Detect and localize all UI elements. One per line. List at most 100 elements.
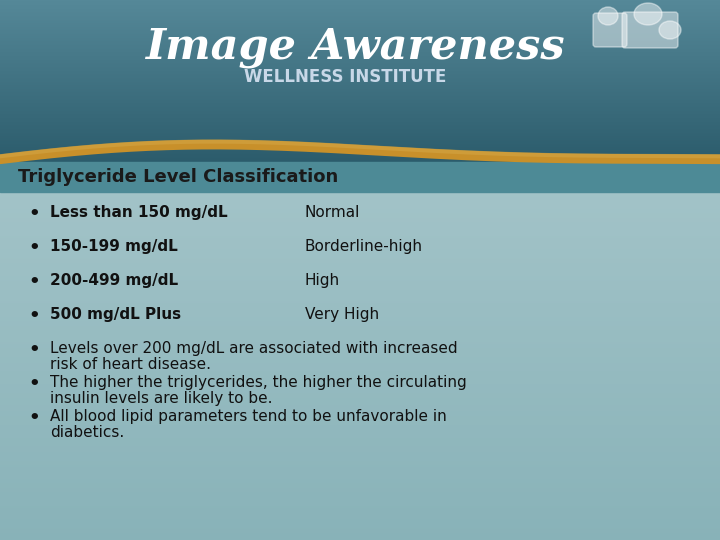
Bar bbox=[0, 452, 720, 453]
Bar bbox=[0, 85, 720, 86]
Bar bbox=[0, 66, 720, 67]
Bar bbox=[0, 160, 720, 161]
Bar bbox=[0, 102, 720, 103]
Bar bbox=[0, 192, 720, 193]
Bar bbox=[0, 486, 720, 487]
Bar bbox=[0, 462, 720, 463]
Bar bbox=[0, 20, 720, 21]
Bar bbox=[0, 502, 720, 503]
Bar bbox=[0, 370, 720, 371]
Bar bbox=[0, 34, 720, 35]
Bar bbox=[0, 364, 720, 365]
Bar bbox=[0, 6, 720, 7]
Bar bbox=[0, 173, 720, 174]
Bar bbox=[0, 78, 720, 79]
Bar bbox=[0, 261, 720, 262]
Bar bbox=[0, 219, 720, 220]
Bar bbox=[0, 487, 720, 488]
Bar bbox=[0, 376, 720, 377]
Bar bbox=[0, 129, 720, 130]
Bar bbox=[0, 2, 720, 3]
Bar bbox=[0, 161, 720, 162]
Bar bbox=[0, 168, 720, 169]
Text: Levels over 200 mg/dL are associated with increased: Levels over 200 mg/dL are associated wit… bbox=[50, 341, 458, 356]
Bar bbox=[0, 109, 720, 110]
Bar bbox=[0, 440, 720, 441]
Bar bbox=[0, 27, 720, 28]
Bar bbox=[0, 26, 720, 27]
Bar bbox=[0, 459, 720, 460]
Bar bbox=[0, 157, 720, 158]
Bar bbox=[0, 103, 720, 104]
Bar bbox=[0, 74, 720, 75]
Bar bbox=[0, 522, 720, 523]
Bar bbox=[0, 12, 720, 13]
Bar bbox=[0, 532, 720, 533]
Bar bbox=[0, 99, 720, 100]
Text: diabetics.: diabetics. bbox=[50, 425, 125, 440]
Bar bbox=[0, 470, 720, 471]
Bar bbox=[0, 10, 720, 11]
Bar bbox=[0, 130, 720, 131]
Bar bbox=[0, 113, 720, 114]
Bar bbox=[0, 41, 720, 42]
Bar bbox=[0, 139, 720, 140]
Bar bbox=[0, 254, 720, 255]
Bar bbox=[0, 46, 720, 47]
Bar bbox=[0, 511, 720, 512]
Bar bbox=[0, 126, 720, 127]
Bar bbox=[0, 4, 720, 5]
Bar bbox=[0, 30, 720, 31]
Bar bbox=[0, 220, 720, 221]
Bar bbox=[0, 70, 720, 71]
Bar bbox=[0, 204, 720, 205]
Text: Normal: Normal bbox=[305, 205, 361, 220]
Bar bbox=[0, 416, 720, 417]
Bar bbox=[0, 75, 720, 76]
Bar bbox=[0, 90, 720, 91]
Bar bbox=[0, 394, 720, 395]
FancyBboxPatch shape bbox=[593, 13, 627, 47]
Bar bbox=[0, 450, 720, 451]
Bar bbox=[0, 13, 720, 14]
Bar bbox=[0, 18, 720, 19]
Bar bbox=[0, 31, 720, 32]
Bar bbox=[0, 168, 720, 169]
Text: Image Awareness: Image Awareness bbox=[145, 26, 564, 68]
Bar bbox=[0, 54, 720, 55]
Bar bbox=[0, 47, 720, 48]
Bar bbox=[0, 167, 720, 168]
Bar bbox=[0, 58, 720, 59]
Bar bbox=[0, 538, 720, 539]
Bar bbox=[0, 225, 720, 226]
Bar bbox=[0, 224, 720, 225]
Bar bbox=[0, 284, 720, 285]
Bar bbox=[0, 107, 720, 108]
Bar bbox=[0, 317, 720, 318]
Bar bbox=[0, 352, 720, 353]
Bar bbox=[0, 407, 720, 408]
Text: 500 mg/dL Plus: 500 mg/dL Plus bbox=[50, 307, 181, 322]
Bar bbox=[0, 177, 720, 178]
Bar bbox=[0, 76, 720, 77]
Bar bbox=[0, 17, 720, 18]
Bar bbox=[0, 129, 720, 130]
Bar bbox=[0, 213, 720, 214]
Bar bbox=[0, 518, 720, 519]
Bar bbox=[0, 180, 720, 181]
Bar bbox=[0, 34, 720, 35]
Bar bbox=[0, 189, 720, 190]
Bar bbox=[0, 346, 720, 347]
Bar bbox=[0, 432, 720, 433]
Bar bbox=[0, 523, 720, 524]
Bar bbox=[0, 274, 720, 275]
Bar bbox=[0, 67, 720, 68]
Bar bbox=[0, 355, 720, 356]
Bar bbox=[0, 465, 720, 466]
Bar bbox=[0, 475, 720, 476]
Bar bbox=[0, 159, 720, 160]
Bar bbox=[0, 144, 720, 145]
Bar bbox=[0, 106, 720, 107]
Bar bbox=[0, 318, 720, 319]
Bar bbox=[0, 360, 720, 361]
